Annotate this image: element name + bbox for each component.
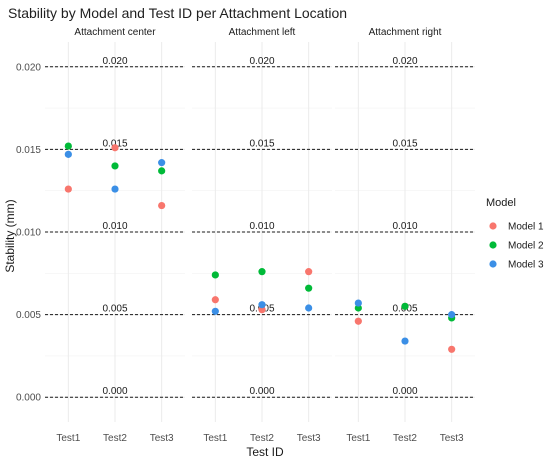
y-tick-label: 0.020 [16, 62, 41, 73]
reference-line-label: 0.015 [249, 138, 274, 149]
facet-strip-label: Attachment right [369, 27, 442, 38]
data-point [211, 307, 219, 315]
data-point [158, 201, 166, 210]
reference-line-label: 0.000 [249, 386, 274, 397]
data-point [354, 304, 362, 312]
data-point [64, 142, 72, 150]
legend-key [489, 260, 497, 268]
data-point [448, 345, 456, 353]
reference-line-label: 0.000 [392, 386, 417, 397]
data-point [305, 284, 313, 292]
plot-layer: Attachment center 0.000 0.005 0.010 0.015 0.0… [16, 27, 475, 444]
data-point [158, 167, 166, 175]
reference-line-label: 0.010 [249, 221, 274, 232]
data-point [64, 150, 72, 158]
legend-label: Model 2 [508, 241, 544, 252]
reference-line-label: 0.020 [249, 56, 274, 67]
y-axis-title: Stability (mm) [3, 199, 17, 272]
x-tick-label: Test3 [440, 433, 464, 444]
legend-title: Model [486, 197, 516, 209]
y-tick-label: 0.000 [16, 393, 41, 404]
data-point [111, 185, 119, 193]
data-point [211, 271, 219, 279]
reference-line-label: 0.015 [102, 138, 127, 149]
x-tick-label: Test3 [150, 433, 174, 444]
reference-line-label: 0.015 [392, 138, 417, 149]
legend-label: Model 3 [508, 260, 544, 271]
reference-line-label: 0.005 [102, 304, 127, 315]
data-point [64, 185, 72, 193]
x-tick-label: Test1 [346, 433, 370, 444]
data-point [305, 304, 313, 312]
data-point [401, 302, 409, 310]
legend-key [489, 222, 497, 230]
data-point [111, 144, 119, 152]
x-tick-label: Test1 [203, 433, 227, 444]
x-tick-label: Test2 [103, 433, 127, 444]
x-tick-label: Test1 [56, 433, 80, 444]
reference-line-label: 0.020 [102, 56, 127, 67]
data-point [258, 301, 266, 309]
facet-strip-label: Attachment left [229, 27, 296, 38]
data-point [401, 337, 409, 345]
y-tick-label: 0.015 [16, 145, 41, 156]
data-point [158, 159, 166, 167]
data-point [258, 306, 266, 314]
x-tick-label: Test2 [393, 433, 417, 444]
facet-panel-1: Attachment center 0.000 0.005 0.010 0.015 0.0… [45, 27, 185, 444]
data-point [258, 268, 266, 276]
y-tick-label: 0.010 [16, 228, 41, 239]
data-point [111, 162, 119, 170]
chart-title: Stability by Model and Test ID per Attac… [8, 5, 347, 21]
legend: Model Model 1 Model 2 Model 3 [486, 197, 544, 271]
data-point [211, 296, 219, 304]
x-tick-label: Test2 [250, 433, 274, 444]
facet-strip-label: Attachment center [74, 27, 156, 38]
x-axis-title: Test ID [246, 445, 284, 459]
x-tick-label: Test3 [297, 433, 321, 444]
legend-label: Model 1 [508, 222, 544, 233]
facet-panel-3: Attachment right0.0000.0050.0100.0150.02… [335, 27, 475, 444]
facet-panel-2: Attachment left0.0000.0050.0100.0150.020… [192, 27, 332, 444]
y-tick-label: 0.005 [16, 310, 41, 321]
data-point [354, 299, 362, 307]
reference-line-label: 0.000 [102, 386, 127, 397]
reference-line-label: 0.010 [392, 221, 417, 232]
legend-key [489, 241, 497, 249]
data-point [448, 311, 456, 319]
reference-line-label: 0.010 [102, 221, 127, 232]
data-point [354, 317, 362, 325]
data-point [305, 268, 313, 276]
reference-line-label: 0.020 [392, 56, 417, 67]
